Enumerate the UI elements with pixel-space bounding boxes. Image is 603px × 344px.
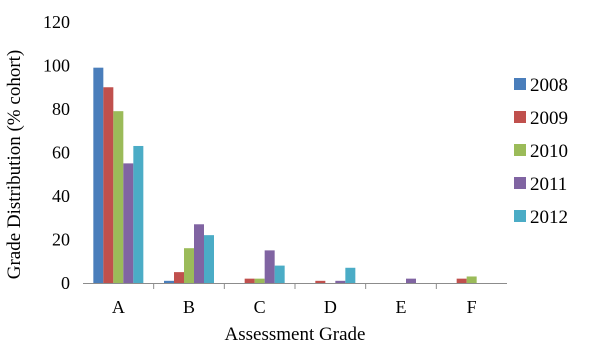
y-tick-label: 120 — [43, 12, 70, 32]
y-axis-ticks: 0 20 40 60 80 100 120 — [43, 12, 70, 293]
x-axis-title: Assessment Grade — [225, 324, 366, 344]
bar-C-2011 — [264, 250, 275, 283]
y-axis-title: Grade Distribution (% cohort) — [4, 50, 25, 280]
bar-C-2009 — [244, 278, 255, 283]
bar-E-2011 — [406, 278, 416, 283]
bar-C-2010 — [254, 278, 265, 283]
x-tick-label: A — [112, 297, 125, 317]
bar-D-2009 — [315, 280, 326, 283]
bar-C-2012 — [274, 265, 285, 283]
bar-B-2011 — [194, 224, 204, 283]
bar-B-2008 — [164, 280, 174, 283]
bars-group — [93, 67, 477, 283]
bar-B-2012 — [204, 235, 214, 283]
legend-label-2009: 2009 — [530, 108, 568, 129]
x-tick-label: F — [467, 297, 477, 317]
bar-D-2012 — [345, 267, 356, 283]
legend-swatch-2009 — [514, 111, 526, 123]
legend-swatch-2010 — [514, 144, 526, 156]
legend-swatch-2008 — [514, 78, 526, 90]
legend-label-2012: 2012 — [530, 207, 568, 228]
bar-A-2011 — [123, 163, 134, 283]
y-tick-label: 0 — [61, 273, 70, 293]
y-tick-label: 100 — [43, 56, 70, 76]
legend: 2008 2009 2010 2011 2012 — [514, 75, 568, 228]
bar-F-2010 — [466, 276, 477, 283]
x-axis-ticks: A B C D E F — [112, 283, 477, 317]
legend-label-2008: 2008 — [530, 75, 568, 96]
x-tick-label: E — [396, 297, 407, 317]
bar-D-2011 — [335, 280, 346, 283]
legend-label-2011: 2011 — [530, 174, 567, 195]
y-tick-label: 20 — [52, 230, 70, 250]
y-tick-label: 60 — [52, 143, 70, 163]
x-tick-label: C — [254, 297, 266, 317]
bar-B-2010 — [184, 248, 194, 283]
bar-B-2009 — [174, 272, 184, 283]
bar-A-2008 — [93, 67, 104, 283]
bar-A-2010 — [113, 111, 124, 283]
x-tick-label: B — [183, 297, 195, 317]
y-tick-label: 80 — [52, 99, 70, 119]
bar-F-2009 — [456, 278, 467, 283]
bar-A-2012 — [133, 145, 144, 283]
legend-swatch-2012 — [514, 210, 526, 222]
legend-swatch-2011 — [514, 177, 526, 189]
legend-label-2010: 2010 — [530, 141, 568, 162]
x-tick-label: D — [324, 297, 337, 317]
bar-A-2009 — [103, 87, 114, 283]
y-tick-label: 40 — [52, 186, 70, 206]
